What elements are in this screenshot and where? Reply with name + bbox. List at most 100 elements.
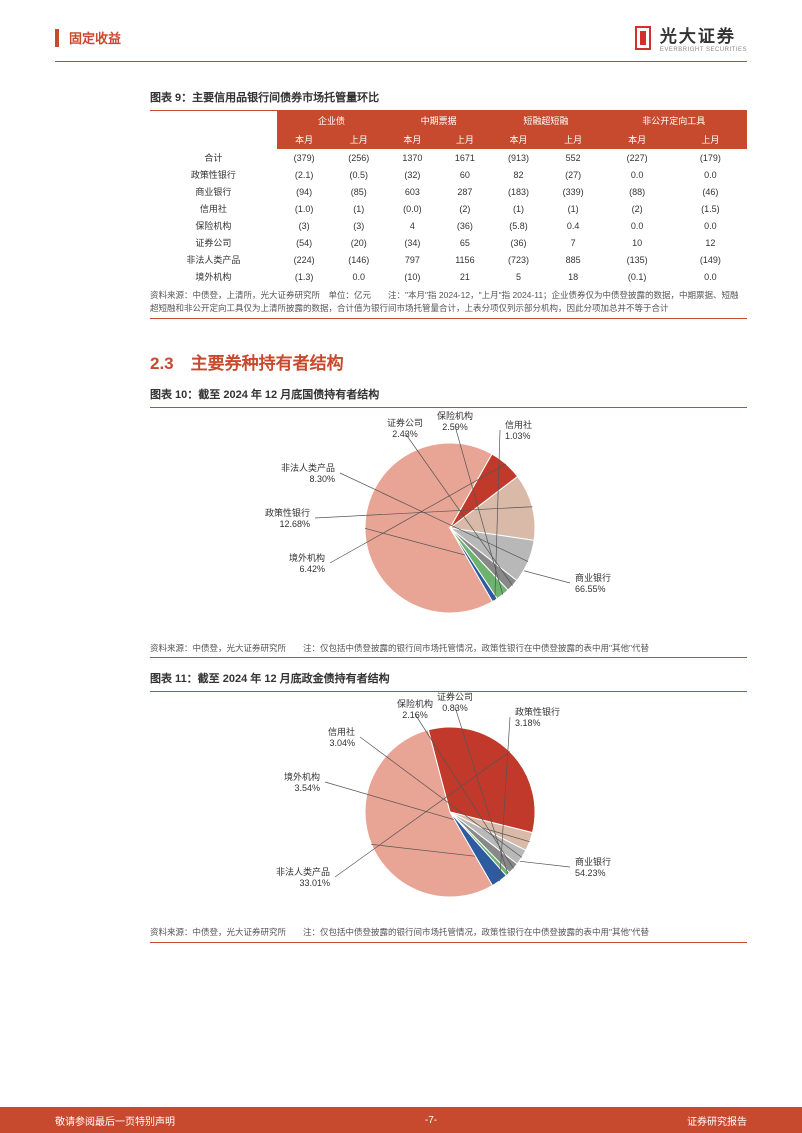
table-cell: (146) — [331, 251, 386, 268]
pie-label: 境外机构 — [289, 552, 325, 563]
pie11-title: 图表 11：截至 2024 年 12 月底政金债持有者结构 — [150, 670, 747, 686]
table-cell: (54) — [277, 234, 332, 251]
table9-sub-header: 上月 — [331, 130, 386, 149]
table9-group-header: 非公开定向工具 — [601, 111, 748, 130]
table-cell: (85) — [331, 183, 386, 200]
table-cell: (2) — [439, 200, 492, 217]
table-cell: 18 — [546, 268, 601, 285]
pie11-chart: 商业银行54.23%非法人类产品33.01%境外机构3.54%信用社3.04%保… — [150, 692, 747, 922]
table-cell: (1.5) — [674, 200, 747, 217]
table-cell: 4 — [386, 217, 439, 234]
table9-sub-header: 本月 — [491, 130, 546, 149]
pie-pct: 8.30% — [309, 474, 335, 484]
table9-group-header: 中期票据 — [386, 111, 491, 130]
table-cell: (1) — [491, 200, 546, 217]
table-cell: (88) — [601, 183, 674, 200]
footer-left: 敬请参阅最后一页特别声明 — [55, 1113, 175, 1128]
pie11-source: 资料来源：中债登，光大证券研究所 注：仅包括中债登披露的银行间市场托管情况，政策… — [150, 926, 747, 939]
table-cell: 287 — [439, 183, 492, 200]
table-cell: (10) — [386, 268, 439, 285]
table-cell: 1370 — [386, 149, 439, 166]
table-cell: 0.0 — [674, 166, 747, 183]
table-cell: 885 — [546, 251, 601, 268]
table-cell: (183) — [491, 183, 546, 200]
table-cell: 0.0 — [601, 166, 674, 183]
table-cell: (135) — [601, 251, 674, 268]
table-cell: (46) — [674, 183, 747, 200]
pie-label: 信用社 — [328, 726, 355, 737]
table-cell: 60 — [439, 166, 492, 183]
pie-pct: 2.59% — [442, 422, 468, 432]
logo-text-main: 光大证券 — [660, 22, 747, 47]
pie10-source: 资料来源：中债登，光大证券研究所 注：仅包括中债登披露的银行间市场托管情况，政策… — [150, 642, 747, 655]
table-cell: (2.1) — [277, 166, 332, 183]
table-cell: 1156 — [439, 251, 492, 268]
table-cell: (0.0) — [386, 200, 439, 217]
pie-pct: 1.03% — [505, 431, 531, 441]
table9-group-header: 短融超短融 — [491, 111, 600, 130]
table-cell: 0.0 — [674, 268, 747, 285]
footer-page-number: -7- — [425, 1115, 437, 1126]
pie-pct: 12.68% — [279, 519, 310, 529]
table-row: 商业银行(94)(85)603287(183)(339)(88)(46) — [150, 183, 747, 200]
pie10-chart: 商业银行66.55%境外机构6.42%政策性银行12.68%非法人类产品8.30… — [150, 408, 747, 638]
table9: 企业债中期票据短融超短融非公开定向工具 本月上月本月上月本月上月本月上月 合计(… — [150, 111, 747, 285]
table-cell: 5 — [491, 268, 546, 285]
header-accent-bar — [55, 29, 59, 47]
table9-source: 资料来源：中债登，上清所，光大证券研究所 单位：亿元 注："本月"指 2024-… — [150, 289, 747, 315]
table-cell: 7 — [546, 234, 601, 251]
table-cell: (227) — [601, 149, 674, 166]
row-label: 商业银行 — [150, 183, 277, 200]
pie10-bottom-rule — [150, 657, 747, 658]
row-label: 保险机构 — [150, 217, 277, 234]
table-cell: (379) — [277, 149, 332, 166]
table-cell: (224) — [277, 251, 332, 268]
pie-label: 保险机构 — [437, 410, 473, 421]
pie-pct: 54.23% — [575, 868, 606, 878]
table-cell: (36) — [491, 234, 546, 251]
table-cell: (3) — [331, 217, 386, 234]
header-category: 固定收益 — [69, 28, 121, 47]
logo-text-sub: EVERBRIGHT SECURITIES — [660, 47, 747, 53]
table-row: 非法人类产品(224)(146)7971156(723)885(135)(149… — [150, 251, 747, 268]
table-cell: (149) — [674, 251, 747, 268]
table9-group-header: 企业债 — [277, 111, 386, 130]
pie-label: 非法人类产品 — [281, 462, 335, 473]
table-cell: (3) — [277, 217, 332, 234]
pie-pct: 2.16% — [402, 710, 428, 720]
table-row: 保险机构(3)(3)4(36)(5.8)0.40.00.0 — [150, 217, 747, 234]
table-cell: 1671 — [439, 149, 492, 166]
row-label: 信用社 — [150, 200, 277, 217]
table-cell: 0.0 — [331, 268, 386, 285]
pie-pct: 3.18% — [515, 718, 541, 728]
pie-label: 信用社 — [505, 419, 532, 430]
table-row: 合计(379)(256)13701671(913)552(227)(179) — [150, 149, 747, 166]
table-cell: (0.1) — [601, 268, 674, 285]
table-cell: (1) — [546, 200, 601, 217]
pie-label: 境外机构 — [284, 771, 320, 782]
pie10-title: 图表 10：截至 2024 年 12 月底国债持有者结构 — [150, 386, 747, 402]
table-cell: (723) — [491, 251, 546, 268]
table-row: 政策性银行(2.1)(0.5)(32)6082(27)0.00.0 — [150, 166, 747, 183]
pie-pct: 0.83% — [442, 703, 468, 713]
pie-label: 政策性银行 — [265, 507, 310, 518]
table-cell: 0.0 — [674, 217, 747, 234]
table-cell: (339) — [546, 183, 601, 200]
row-label: 政策性银行 — [150, 166, 277, 183]
table-cell: 10 — [601, 234, 674, 251]
table-cell: 797 — [386, 251, 439, 268]
table-cell: 12 — [674, 234, 747, 251]
footer-right: 证券研究报告 — [687, 1113, 747, 1128]
pie-label: 商业银行 — [575, 572, 611, 583]
table-cell: (256) — [331, 149, 386, 166]
table-cell: (94) — [277, 183, 332, 200]
pie-label: 非法人类产品 — [276, 866, 330, 877]
table-cell: 552 — [546, 149, 601, 166]
table9-title: 图表 9：主要信用品银行间债券市场托管量环比 — [150, 89, 747, 105]
pie-label: 保险机构 — [397, 698, 433, 709]
table-cell: 82 — [491, 166, 546, 183]
table-cell: (1.3) — [277, 268, 332, 285]
table-cell: (5.8) — [491, 217, 546, 234]
pie-pct: 6.42% — [299, 564, 325, 574]
pie-pct: 33.01% — [299, 878, 330, 888]
